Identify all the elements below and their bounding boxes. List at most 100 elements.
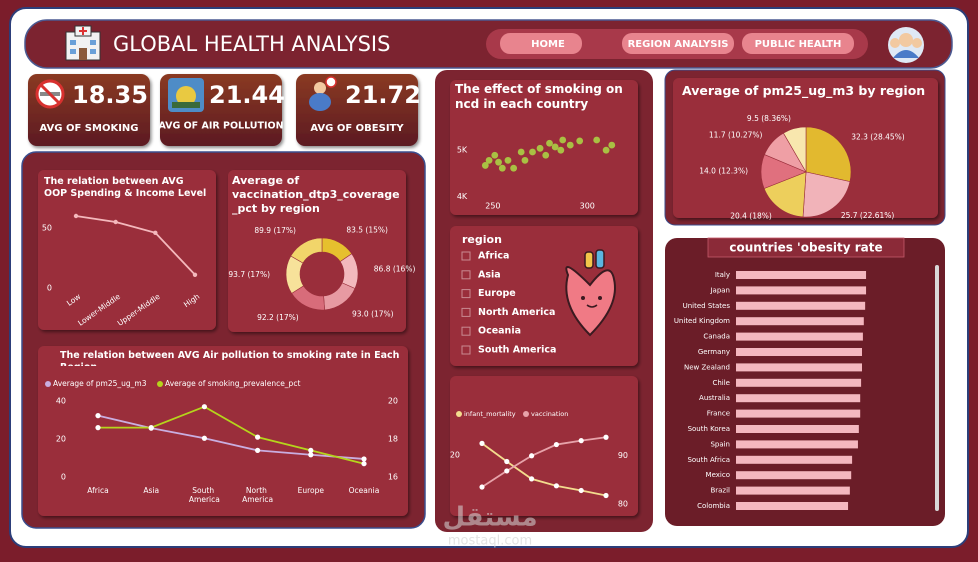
- data-label: 93.7 (17%): [228, 270, 270, 279]
- watermark-site: mostaql.com: [448, 534, 532, 549]
- slicer-option[interactable]: Asia: [478, 269, 501, 280]
- x-tick-label: Asia: [143, 486, 159, 495]
- chart-card: [38, 170, 216, 330]
- legend-label: Average of smoking_prevalence_pct: [165, 379, 300, 388]
- slicer-option[interactable]: Europe: [478, 288, 516, 299]
- data-point: [504, 468, 510, 474]
- nav-label[interactable]: HOME: [531, 39, 565, 50]
- data-point: [504, 458, 510, 465]
- y-tick-label: Spain: [710, 440, 730, 448]
- bar: [736, 332, 863, 341]
- slicer-title: region: [462, 233, 502, 246]
- title-box: Average of pm25_ug_m3 by region: [682, 83, 926, 98]
- kpi-label: AVG OF SMOKING: [39, 123, 138, 134]
- bar: [736, 502, 849, 510]
- y-tick-label: Italy: [715, 271, 730, 279]
- y-tick-label: United States: [683, 302, 731, 310]
- x-tick-label: Africa: [87, 486, 108, 495]
- x-tick-label: 250: [485, 202, 500, 211]
- data-point: [578, 487, 584, 494]
- watermark-logo: مستقل: [442, 503, 537, 533]
- legend-marker: [523, 411, 529, 417]
- data-point: [603, 434, 609, 440]
- hospital-icon: [65, 25, 101, 61]
- slice: [290, 237, 323, 264]
- slicer-option[interactable]: Oceania: [478, 326, 521, 337]
- slicer-option[interactable]: South America: [478, 345, 556, 356]
- series-line: [75, 215, 196, 276]
- y2-tick-label: 16: [388, 473, 398, 482]
- scatter-point: [529, 148, 536, 156]
- slice: [783, 126, 807, 174]
- nav-label[interactable]: REGION ANALYSIS: [628, 39, 729, 50]
- y-tick-label: 4K: [457, 192, 468, 201]
- nav-button[interactable]: [742, 33, 854, 54]
- data-point: [578, 438, 584, 444]
- scatter-point: [557, 146, 565, 154]
- scatter-point: [551, 143, 559, 151]
- bar: [736, 425, 859, 433]
- legend-marker: [157, 381, 163, 387]
- chart-title: Average of pm25_ug_m3 by region: [682, 83, 926, 98]
- y2-tick-label: 20: [388, 397, 398, 406]
- y-tick-label: Japan: [709, 286, 730, 294]
- data-point: [95, 425, 101, 431]
- data-point: [255, 434, 261, 440]
- y-tick-label: New Zealand: [684, 363, 730, 371]
- scatter-point: [559, 136, 567, 144]
- y2-tick-label: 80: [618, 500, 628, 509]
- checkbox[interactable]: [461, 270, 471, 280]
- y-tick-label: Mexico: [706, 471, 730, 479]
- bar: [736, 286, 867, 295]
- bar-title-box: [707, 237, 905, 258]
- bar: [736, 348, 862, 356]
- slice: [802, 171, 851, 218]
- y-tick-label: Colombia: [697, 502, 730, 510]
- scatter-point: [566, 141, 574, 149]
- nav-button[interactable]: [622, 33, 734, 54]
- series-line: [97, 414, 365, 460]
- data-point: [361, 456, 367, 462]
- nav-button[interactable]: [500, 33, 582, 54]
- x-tick-label: North America: [242, 486, 273, 504]
- data-point: [148, 425, 154, 431]
- checkbox[interactable]: [461, 345, 471, 355]
- scatter-point: [517, 148, 525, 156]
- slicer-option[interactable]: North America: [478, 307, 555, 318]
- scatter-point: [504, 156, 512, 164]
- x-tick-label: Europe: [298, 486, 325, 495]
- scrollbar[interactable]: [935, 265, 939, 511]
- bar: [736, 440, 858, 449]
- x-tick-label: 300: [580, 202, 595, 211]
- title-box: The relation between AVG OOP Spending & …: [44, 176, 206, 199]
- y-tick-label: 0: [47, 284, 52, 293]
- data-point: [95, 413, 101, 419]
- bar: [736, 394, 861, 403]
- legend-label: infant_mortality: [464, 410, 516, 418]
- y-tick-label: 0: [61, 473, 66, 482]
- title-box: The relation between AVG Air pollution t…: [60, 350, 399, 366]
- checkbox[interactable]: [461, 251, 471, 261]
- bar: [736, 409, 861, 418]
- slice: [763, 171, 807, 218]
- legend-marker: [456, 411, 462, 417]
- nav-label[interactable]: PUBLIC HEALTH: [755, 39, 842, 50]
- scatter-point: [542, 151, 550, 159]
- kpi-value: 21.44: [209, 81, 285, 109]
- y-tick-label: 50: [42, 224, 52, 233]
- scatter-point: [546, 139, 553, 147]
- y-tick-label: 5K: [457, 146, 468, 155]
- checkbox[interactable]: [461, 289, 471, 299]
- dashboard-title: GLOBAL HEALTH ANALYSIS: [113, 32, 390, 56]
- y-tick-label: Germany: [698, 348, 730, 356]
- slicer-option[interactable]: Africa: [478, 251, 509, 262]
- data-label: 32.3 (28.45%): [851, 132, 905, 141]
- data-point: [529, 476, 535, 482]
- data-label: 20.4 (18%): [730, 212, 772, 221]
- bar: [736, 363, 862, 372]
- pollution-icon: [168, 78, 204, 112]
- checkbox[interactable]: [461, 326, 471, 336]
- checkbox[interactable]: [461, 307, 471, 317]
- kpi-value: 21.72: [345, 81, 421, 109]
